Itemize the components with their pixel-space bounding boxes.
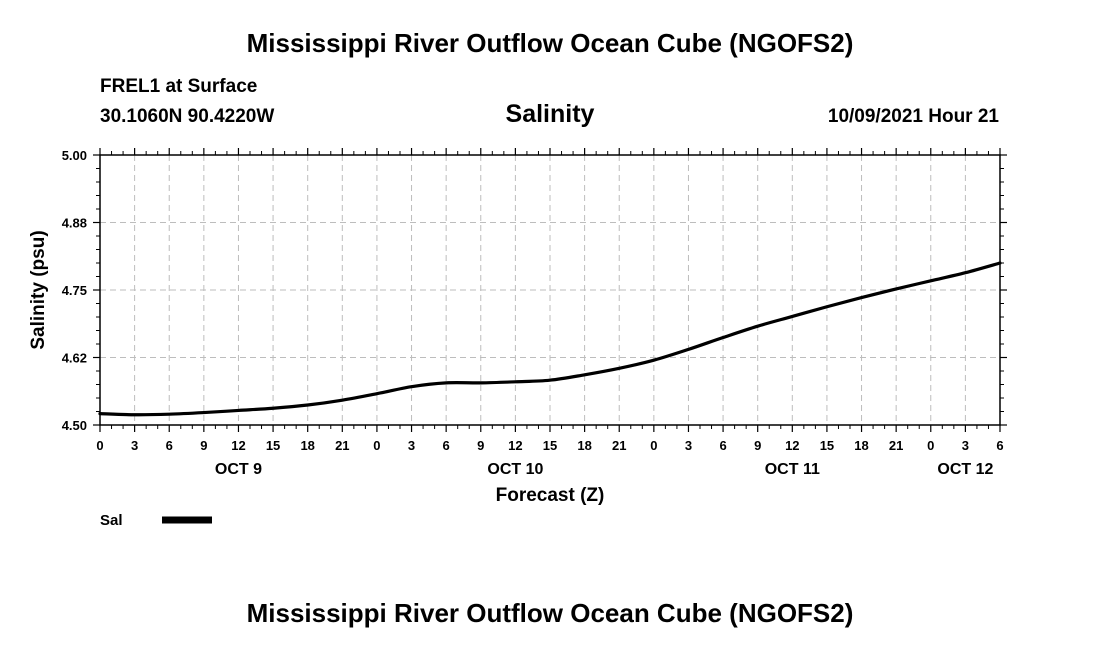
x-tick-label: 3 (408, 438, 415, 453)
date-label: OCT 12 (937, 461, 993, 478)
date-label: OCT 10 (487, 461, 543, 478)
x-tick-label: 21 (612, 438, 626, 453)
x-tick-label: 0 (650, 438, 657, 453)
station-coordinates: 30.1060N 90.4220W (100, 106, 275, 127)
x-axis-title: Forecast (Z) (496, 485, 605, 506)
x-tick-label: 18 (854, 438, 868, 453)
x-tick-label: 18 (577, 438, 591, 453)
x-tick-label: 6 (719, 438, 726, 453)
x-tick-label: 0 (927, 438, 934, 453)
y-axis-title: Salinity (psu) (28, 230, 49, 349)
x-tick-label: 15 (266, 438, 280, 453)
x-tick-label: 6 (996, 438, 1003, 453)
date-label: OCT 9 (215, 461, 262, 478)
x-tick-label: 9 (477, 438, 484, 453)
x-tick-label: 18 (300, 438, 314, 453)
x-tick-label: 21 (889, 438, 903, 453)
x-tick-label: 6 (443, 438, 450, 453)
x-tick-label: 3 (685, 438, 692, 453)
y-tick-labels: 4.50 4.62 4.75 4.88 5.00 (62, 148, 87, 433)
run-time: 10/09/2021 Hour 21 (827, 106, 999, 127)
x-tick-label: 12 (785, 438, 799, 453)
x-tick-label: 9 (754, 438, 761, 453)
x-tick-label: 15 (543, 438, 557, 453)
x-tick-label: 9 (200, 438, 207, 453)
axis-ticks (93, 148, 1007, 432)
date-label: OCT 11 (765, 461, 820, 478)
legend: Sal (100, 512, 212, 529)
y-tick-label: 5.00 (62, 148, 87, 163)
x-tick-label: 12 (508, 438, 522, 453)
x-tick-label: 12 (231, 438, 245, 453)
x-tick-label: 3 (962, 438, 969, 453)
y-tick-label: 4.50 (62, 418, 87, 433)
x-tick-label: 21 (335, 438, 349, 453)
x-tick-label: 15 (820, 438, 834, 453)
x-tick-label: 6 (166, 438, 173, 453)
x-tick-labels: 0 3 6 9 12 15 18 21 0 3 6 9 12 15 18 21 0 3 6 9 12 15 18 21 0 3 6 (96, 438, 1003, 453)
station-label: FREL1 at Surface (100, 76, 258, 97)
y-tick-label: 4.75 (62, 283, 87, 298)
series-layer (98, 261, 1002, 417)
legend-label-sal: Sal (100, 512, 123, 529)
chart-title: Salinity (505, 100, 595, 128)
grid-lines (100, 155, 1000, 425)
x-tick-label: 3 (131, 438, 138, 453)
date-labels: OCT 9 OCT 10 OCT 11 OCT 12 (215, 461, 994, 478)
page-title: Mississippi River Outflow Ocean Cube (NG… (246, 28, 854, 58)
footer-title: Mississippi River Outflow Ocean Cube (NG… (246, 598, 854, 628)
x-tick-label: 0 (96, 438, 103, 453)
series-line-sal (98, 261, 1002, 417)
x-tick-label: 0 (373, 438, 380, 453)
y-tick-label: 4.62 (62, 351, 87, 366)
y-tick-label: 4.88 (62, 216, 87, 231)
